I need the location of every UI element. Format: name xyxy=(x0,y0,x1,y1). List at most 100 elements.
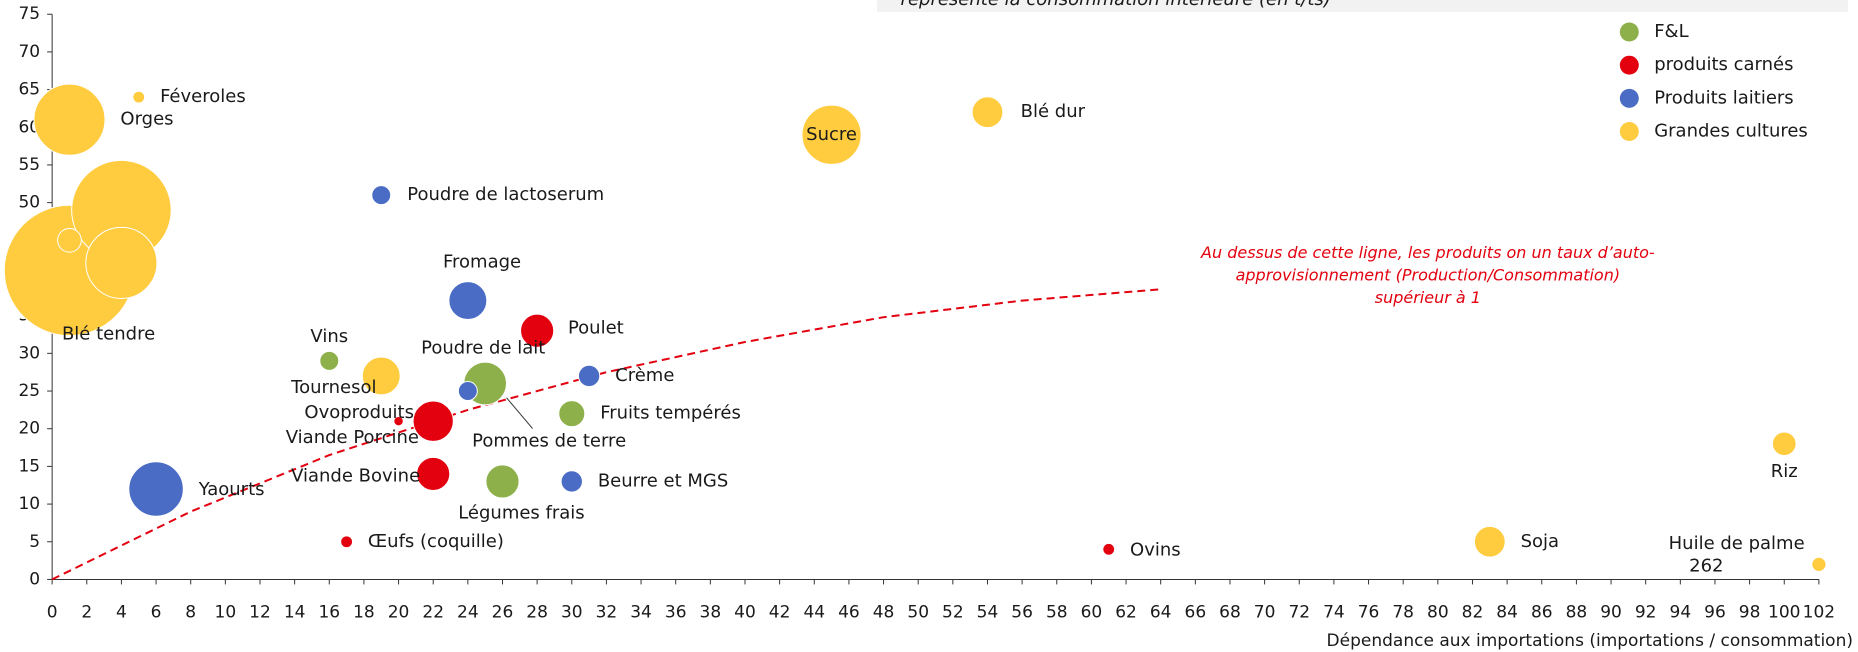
x-tick-label: 94 xyxy=(1670,602,1692,622)
x-tick-label: 54 xyxy=(977,602,999,622)
bubble xyxy=(1473,525,1506,558)
header-note: représente la consommation intérieure (e… xyxy=(901,0,1331,10)
x-tick-label: 98 xyxy=(1739,602,1761,622)
point-label: Fromage xyxy=(443,252,521,273)
bubble xyxy=(393,415,404,427)
legend-marker xyxy=(1619,122,1639,142)
x-tick-label: 80 xyxy=(1427,602,1449,622)
bubble xyxy=(319,350,340,371)
point-label: Orges xyxy=(120,109,173,130)
x-tick-label: 50 xyxy=(907,602,929,622)
point-label: Crème xyxy=(615,365,674,386)
legend-marker xyxy=(1619,55,1639,75)
x-tick-label: 2 xyxy=(81,602,92,622)
x-tick-label: 60 xyxy=(1081,602,1103,622)
x-tick-label: 52 xyxy=(942,602,964,622)
x-tick-label: 56 xyxy=(1011,602,1033,622)
x-tick-label: 46 xyxy=(838,602,860,622)
leader-line xyxy=(506,397,533,429)
x-tick-label: 28 xyxy=(526,602,548,622)
y-tick-label: 0 xyxy=(29,569,40,589)
x-tick-label: 30 xyxy=(561,602,583,622)
bubble xyxy=(1771,431,1797,457)
point-label: Légumes frais xyxy=(458,502,584,523)
bubble xyxy=(128,461,184,517)
point-label: Poudre de lait xyxy=(421,337,545,358)
x-tick-label: 6 xyxy=(151,602,162,622)
point-label: Ovoproduits xyxy=(304,402,414,423)
bubble xyxy=(57,227,82,253)
y-tick-label: 30 xyxy=(18,343,40,363)
threshold-annotation: approvisionnement (Production/Consommati… xyxy=(1236,266,1621,285)
bubble xyxy=(1102,542,1116,556)
x-tick-label: 74 xyxy=(1323,602,1345,622)
x-tick-label: 62 xyxy=(1115,602,1137,622)
bubble xyxy=(560,470,583,493)
bubble xyxy=(1811,556,1827,572)
x-tick-label: 18 xyxy=(353,602,375,622)
bubble xyxy=(33,83,106,156)
point-label: Huile de palme xyxy=(1669,533,1805,554)
y-tick-label: 70 xyxy=(18,42,40,62)
x-tick-label: 100 xyxy=(1768,602,1800,622)
x-tick-label: 78 xyxy=(1392,602,1414,622)
x-tick-label: 36 xyxy=(665,602,687,622)
y-tick-label: 75 xyxy=(18,4,40,24)
x-tick-label: 64 xyxy=(1150,602,1172,622)
point-label: Tournesol xyxy=(290,377,376,398)
legend-label: produits carnés xyxy=(1654,54,1793,75)
point-label: Poulet xyxy=(568,317,624,338)
x-tick-label: 32 xyxy=(596,602,618,622)
point-label: Pommes de terre xyxy=(472,431,626,452)
x-tick-label: 42 xyxy=(769,602,791,622)
point-label: Riz xyxy=(1771,461,1798,482)
point-label: Beurre et MGS xyxy=(598,470,728,491)
x-tick-label: 68 xyxy=(1219,602,1241,622)
x-tick-label: 102 xyxy=(1803,602,1835,622)
y-tick-label: 25 xyxy=(18,381,40,401)
legend-label: F&L xyxy=(1654,21,1688,42)
threshold-annotation: Au dessus de cette ligne, les produits o… xyxy=(1200,243,1655,262)
bubble xyxy=(371,185,392,206)
x-tick-label: 92 xyxy=(1635,602,1657,622)
x-tick-label: 20 xyxy=(388,602,410,622)
x-tick-label: 16 xyxy=(318,602,340,622)
point-label: Viande Bovine xyxy=(291,465,420,486)
bubble xyxy=(558,400,586,428)
threshold-annotation: supérieur à 1 xyxy=(1375,288,1481,307)
x-tick-label: 76 xyxy=(1358,602,1380,622)
x-tick-label: 72 xyxy=(1288,602,1310,622)
x-tick-label: 82 xyxy=(1462,602,1484,622)
x-tick-label: 88 xyxy=(1566,602,1588,622)
x-tick-label: 90 xyxy=(1600,602,1622,622)
x-tick-label: 34 xyxy=(630,602,652,622)
threshold-curve xyxy=(51,288,1161,581)
point-label: Œufs (coquille) xyxy=(368,531,504,552)
x-tick-label: 26 xyxy=(492,602,514,622)
x-tick-label: 24 xyxy=(457,602,479,622)
x-tick-label: 70 xyxy=(1254,602,1276,622)
note-box xyxy=(877,0,1848,12)
legend-label: Grandes cultures xyxy=(1654,121,1808,142)
bubble xyxy=(416,456,451,492)
point-label: Vins xyxy=(310,326,348,347)
x-tick-label: 22 xyxy=(422,602,444,622)
bubble xyxy=(448,281,488,321)
point-label: Féveroles xyxy=(160,86,246,107)
bubble xyxy=(412,400,454,442)
y-tick-label: 20 xyxy=(18,419,40,439)
point-label: Sucre xyxy=(806,124,857,145)
point-label: Yaourts xyxy=(198,479,265,500)
x-tick-label: 14 xyxy=(284,602,306,622)
x-tick-label: 8 xyxy=(185,602,196,622)
x-tick-label: 96 xyxy=(1704,602,1726,622)
bubble xyxy=(85,226,158,299)
x-axis-label: Dépendance aux importations (importation… xyxy=(1327,631,1853,651)
point-label: Soja xyxy=(1521,531,1559,552)
x-tick-label: 44 xyxy=(803,602,825,622)
annotation: 262 xyxy=(1689,555,1723,576)
y-tick-label: 15 xyxy=(18,456,40,476)
bubble xyxy=(340,535,354,549)
point-label: Blé tendre xyxy=(62,323,155,344)
